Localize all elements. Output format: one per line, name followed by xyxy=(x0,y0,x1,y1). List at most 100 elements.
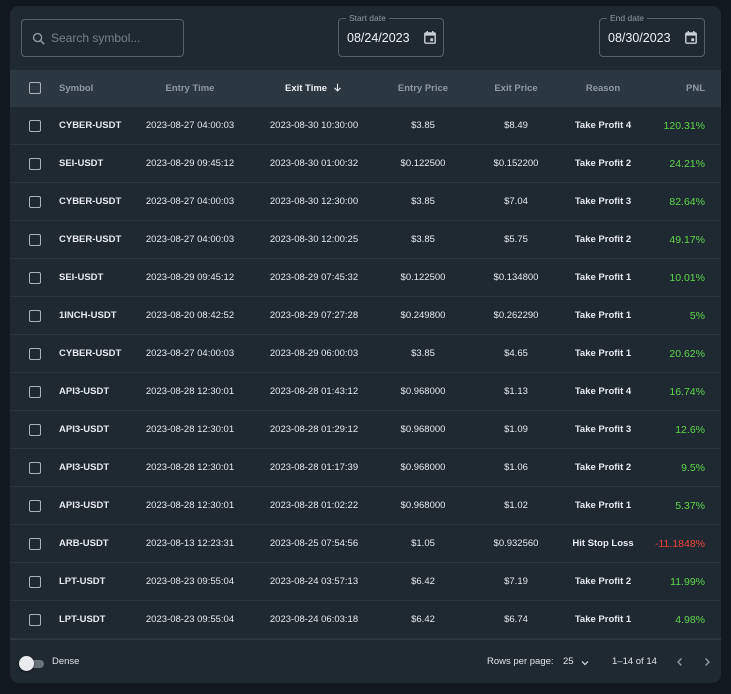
dense-toggle-knob[interactable] xyxy=(19,656,34,671)
cell-reason: Take Profit 2 xyxy=(574,234,632,245)
cell-symbol: API3-USDT xyxy=(59,462,110,473)
table-row[interactable]: SEI-USDT 2023-08-29 09:45:12 2023-08-29 07… xyxy=(10,259,721,297)
row-checkbox[interactable] xyxy=(29,196,41,208)
column-header-symbol[interactable]: Symbol xyxy=(59,83,94,94)
cell-entry-price: $0.968000 xyxy=(400,386,446,397)
column-header-reason[interactable]: Reason xyxy=(585,83,621,94)
calendar-icon[interactable] xyxy=(424,31,436,44)
search-field[interactable] xyxy=(21,19,184,57)
cell-entry-time: 2023-08-29 09:45:12 xyxy=(145,158,235,169)
cell-exit-time: 2023-08-25 07:54:56 xyxy=(269,538,359,549)
arrow-down-icon[interactable] xyxy=(333,83,342,92)
start-date-picker[interactable]: Start date 08/24/2023 xyxy=(338,13,444,57)
table-row[interactable]: LPT-USDT 2023-08-23 09:55:04 2023-08-24 06… xyxy=(10,601,721,639)
calendar-icon[interactable] xyxy=(685,31,697,44)
table-row[interactable]: SEI-USDT 2023-08-29 09:45:12 2023-08-30 01… xyxy=(10,145,721,183)
end-date-value[interactable]: 08/30/2023 xyxy=(608,31,671,45)
cell-exit-price: $4.65 xyxy=(504,348,528,359)
cell-entry-price: $1.05 xyxy=(411,538,435,549)
cell-entry-time: 2023-08-28 12:30:01 xyxy=(145,424,235,435)
cell-exit-price: $1.13 xyxy=(504,386,528,397)
cell-exit-time: 2023-08-28 01:29:12 xyxy=(269,424,359,435)
cell-reason: Take Profit 1 xyxy=(574,272,632,283)
row-checkbox[interactable] xyxy=(29,500,41,512)
row-checkbox[interactable] xyxy=(29,424,41,436)
table-row[interactable]: LPT-USDT 2023-08-23 09:55:04 2023-08-24 03… xyxy=(10,563,721,601)
table-row[interactable]: 1INCH-USDT 2023-08-20 08:42:52 2023-08-29 … xyxy=(10,297,721,335)
rows-per-page-value[interactable]: 25 xyxy=(563,656,574,667)
row-checkbox[interactable] xyxy=(29,348,41,360)
cell-entry-time: 2023-08-27 04:00:03 xyxy=(145,234,235,245)
cell-entry-time: 2023-08-27 04:00:03 xyxy=(145,196,235,207)
cell-entry-time: 2023-08-13 12:23:31 xyxy=(145,538,235,549)
cell-reason: Take Profit 4 xyxy=(574,386,632,397)
table-row[interactable]: CYBER-USDT 2023-08-27 04:00:03 2023-08-30 … xyxy=(10,221,721,259)
cell-pnl: 49.17% xyxy=(669,234,705,246)
row-checkbox[interactable] xyxy=(29,386,41,398)
rows-per-page-select[interactable]: 25 xyxy=(563,654,593,670)
cell-symbol: CYBER-USDT xyxy=(59,120,122,131)
chevron-left-icon[interactable] xyxy=(675,657,685,667)
cell-pnl: 120.31% xyxy=(663,120,705,132)
column-header-entry-price[interactable]: Entry Price xyxy=(397,83,449,94)
cell-pnl: -11.1848% xyxy=(654,538,705,550)
cell-reason: Take Profit 1 xyxy=(574,348,632,359)
search-icon xyxy=(32,32,45,44)
cell-entry-price: $3.85 xyxy=(411,120,435,131)
row-checkbox[interactable] xyxy=(29,234,41,246)
table-row[interactable]: API3-USDT 2023-08-28 12:30:01 2023-08-28 0… xyxy=(10,411,721,449)
cell-entry-price: $6.42 xyxy=(411,614,435,625)
table-footer: Dense Rows per page: 25 1–14 of 14 xyxy=(10,639,721,683)
cell-entry-price: $0.968000 xyxy=(400,500,446,511)
cell-entry-price: $3.85 xyxy=(411,234,435,245)
end-date-picker[interactable]: End date 08/30/2023 xyxy=(599,13,705,57)
row-checkbox[interactable] xyxy=(29,614,41,626)
dense-label: Dense xyxy=(52,656,80,667)
cell-reason: Take Profit 1 xyxy=(574,614,632,625)
table-row[interactable]: CYBER-USDT 2023-08-27 04:00:03 2023-08-29 … xyxy=(10,335,721,373)
row-checkbox[interactable] xyxy=(29,462,41,474)
column-header-exit-price[interactable]: Exit Price xyxy=(494,83,538,94)
search-input[interactable] xyxy=(51,31,176,45)
column-header-entry-time[interactable]: Entry Time xyxy=(165,83,215,94)
row-checkbox[interactable] xyxy=(29,576,41,588)
select-all-checkbox[interactable] xyxy=(29,82,41,94)
row-checkbox[interactable] xyxy=(29,310,41,322)
cell-reason: Take Profit 4 xyxy=(574,120,632,131)
cell-entry-time: 2023-08-23 09:55:04 xyxy=(145,576,235,587)
cell-entry-price: $0.968000 xyxy=(400,462,446,473)
cell-exit-time: 2023-08-30 12:30:00 xyxy=(269,196,359,207)
cell-reason: Take Profit 2 xyxy=(574,158,632,169)
cell-exit-price: $1.06 xyxy=(504,462,528,473)
cell-pnl: 82.64% xyxy=(669,196,705,208)
cell-symbol: API3-USDT xyxy=(59,424,110,435)
row-checkbox[interactable] xyxy=(29,272,41,284)
table-row[interactable]: API3-USDT 2023-08-28 12:30:01 2023-08-28 0… xyxy=(10,487,721,525)
row-checkbox[interactable] xyxy=(29,538,41,550)
cell-pnl: 5% xyxy=(689,310,705,322)
column-header-pnl[interactable]: PNL xyxy=(686,83,705,94)
start-date-value[interactable]: 08/24/2023 xyxy=(347,31,410,45)
table-row[interactable]: API3-USDT 2023-08-28 12:30:01 2023-08-28 0… xyxy=(10,373,721,411)
column-header-exit-time[interactable]: Exit Time xyxy=(285,70,342,107)
row-checkbox[interactable] xyxy=(29,120,41,132)
cell-entry-price: $0.968000 xyxy=(400,424,446,435)
cell-exit-time: 2023-08-24 06:03:18 xyxy=(269,614,359,625)
cell-reason: Take Profit 2 xyxy=(574,462,632,473)
cell-entry-time: 2023-08-23 09:55:04 xyxy=(145,614,235,625)
cell-exit-price: $0.262290 xyxy=(493,310,539,321)
table-row[interactable]: ARB-USDT 2023-08-13 12:23:31 2023-08-25 07… xyxy=(10,525,721,563)
cell-exit-price: $1.09 xyxy=(504,424,528,435)
table-row[interactable]: API3-USDT 2023-08-28 12:30:01 2023-08-28 0… xyxy=(10,449,721,487)
cell-symbol: SEI-USDT xyxy=(59,158,104,169)
cell-exit-time: 2023-08-29 07:45:32 xyxy=(269,272,359,283)
cell-reason: Hit Stop Loss xyxy=(572,538,634,549)
cell-symbol: ARB-USDT xyxy=(59,538,109,549)
cell-entry-time: 2023-08-20 08:42:52 xyxy=(145,310,235,321)
cell-exit-price: $8.49 xyxy=(504,120,528,131)
chevron-right-icon[interactable] xyxy=(702,657,712,667)
table-row[interactable]: CYBER-USDT 2023-08-27 04:00:03 2023-08-30 … xyxy=(10,107,721,145)
row-checkbox[interactable] xyxy=(29,158,41,170)
table-row[interactable]: CYBER-USDT 2023-08-27 04:00:03 2023-08-30 … xyxy=(10,183,721,221)
chevron-down-icon[interactable] xyxy=(580,658,590,668)
